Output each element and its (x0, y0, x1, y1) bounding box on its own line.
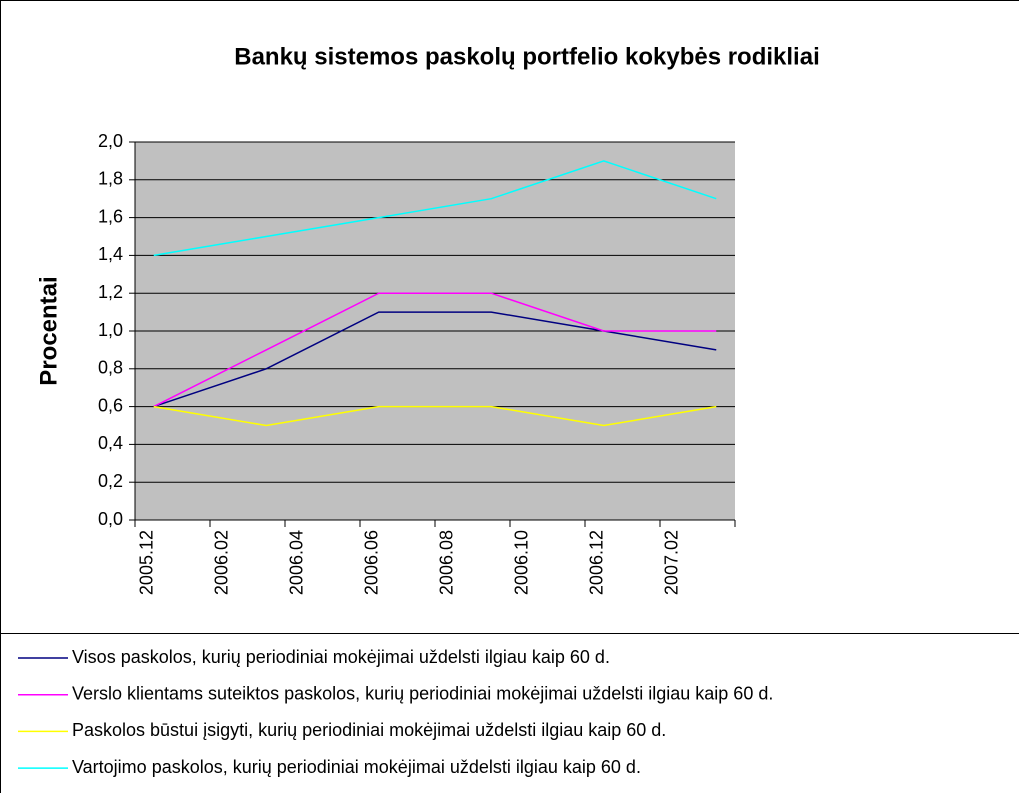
y-tick-label: 0,2 (98, 471, 123, 491)
y-tick-label: 0,4 (98, 433, 123, 453)
y-tick-label: 2,0 (98, 131, 123, 151)
y-tick-label: 0,6 (98, 395, 123, 415)
x-tick-label: 2006.04 (287, 530, 307, 595)
series-line (153, 160, 717, 257)
y-axis-label: Procentai (35, 276, 62, 385)
chart-title: Bankų sistemos paskolų portfelio kokybės… (234, 43, 820, 70)
legend-label: Verslo klientams suteiktos paskolos, kur… (72, 683, 773, 703)
y-tick-label: 1,0 (98, 320, 123, 340)
y-tick-label: 1,6 (98, 206, 123, 226)
x-tick-label: 2006.06 (362, 530, 382, 595)
series-line (153, 292, 717, 408)
x-tick-label: 2006.02 (212, 530, 232, 595)
legend-label: Paskolos būstui įsigyti, kurių periodini… (72, 720, 666, 740)
legend-label: Visos paskolos, kurių periodiniai mokėji… (72, 647, 610, 667)
y-tick-label: 0,0 (98, 509, 123, 529)
x-tick-label: 2006.10 (512, 530, 532, 595)
legend-label: Vartojimo paskolos, kurių periodiniai mo… (72, 757, 641, 777)
x-tick-label: 2007.02 (662, 530, 682, 595)
x-tick-label: 2005.12 (137, 530, 157, 595)
y-tick-label: 0,8 (98, 358, 123, 378)
y-tick-label: 1,4 (98, 244, 123, 264)
y-tick-label: 1,8 (98, 169, 123, 189)
x-tick-label: 2006.08 (437, 530, 457, 595)
series-line (153, 311, 717, 408)
x-tick-label: 2006.12 (587, 530, 607, 595)
y-tick-label: 1,2 (98, 282, 123, 302)
series-line (153, 405, 717, 427)
